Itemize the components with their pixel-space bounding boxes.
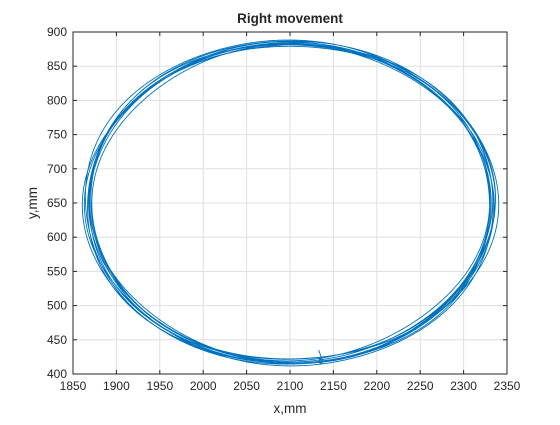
x-tick-label: 2200 <box>363 379 390 393</box>
x-tick-label: 2350 <box>494 379 521 393</box>
x-tick-label: 2300 <box>450 379 477 393</box>
x-tick-label: 2050 <box>233 379 260 393</box>
x-tick-label: 1950 <box>146 379 173 393</box>
x-tick-label: 2150 <box>320 379 347 393</box>
x-axis-label: x,mm <box>274 401 307 416</box>
y-tick-label: 550 <box>47 264 67 278</box>
y-tick-label: 500 <box>47 299 67 313</box>
y-tick-label: 650 <box>47 196 67 210</box>
y-tick-label: 800 <box>47 93 67 107</box>
x-tick-label: 1850 <box>60 379 87 393</box>
x-tick-label: 2100 <box>277 379 304 393</box>
y-tick-label: 700 <box>47 162 67 176</box>
y-axis-label: y,mm <box>25 187 40 219</box>
x-tick-label: 1900 <box>103 379 130 393</box>
x-tick-labels: 1850 1900 1950 2000 2050 2100 2150 2200 2250 2300… <box>60 379 521 393</box>
y-tick-label: 400 <box>47 367 67 381</box>
y-tick-label: 900 <box>47 25 67 39</box>
x-tick-label: 2250 <box>407 379 434 393</box>
y-tick-label: 850 <box>47 59 67 73</box>
x-tick-label: 2000 <box>190 379 217 393</box>
y-tick-label: 450 <box>47 333 67 347</box>
y-tick-label: 750 <box>47 128 67 142</box>
y-tick-label: 600 <box>47 230 67 244</box>
chart-title: Right movement <box>237 11 343 26</box>
